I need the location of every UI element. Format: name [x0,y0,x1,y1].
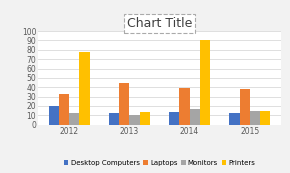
Legend: Desktop Computers, Laptops, Monitors, Printers: Desktop Computers, Laptops, Monitors, Pr… [64,160,255,166]
Bar [200,40,210,125]
Bar [119,83,129,125]
Bar [190,109,200,125]
Bar [79,52,90,125]
Bar [250,111,260,125]
Bar [109,113,119,125]
Bar [140,112,150,125]
Bar [260,111,270,125]
Bar [229,113,240,125]
Bar [240,89,250,125]
Bar [49,106,59,125]
Bar [169,112,179,125]
Title: Chart Title: Chart Title [127,17,192,30]
Bar [59,94,69,125]
Bar [69,113,79,125]
Bar [129,115,140,125]
Bar [179,88,190,125]
